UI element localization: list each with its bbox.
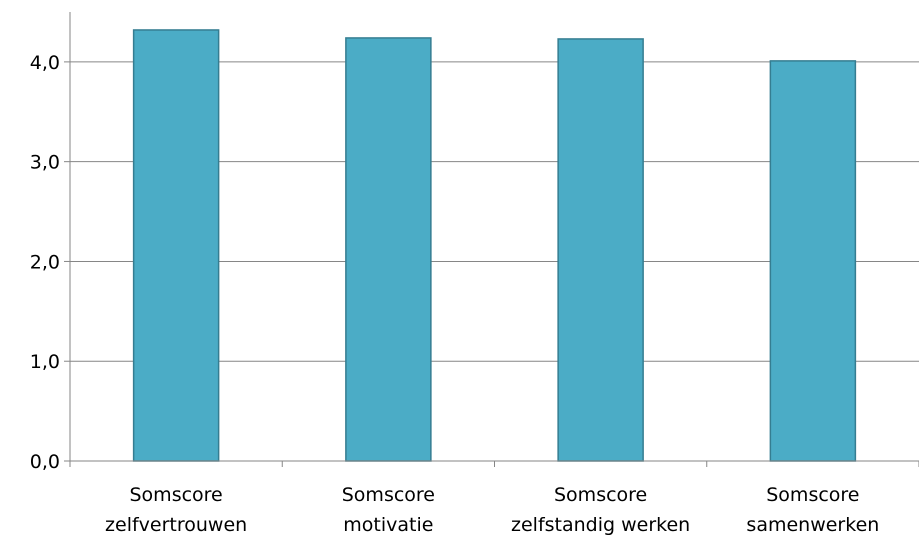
y-tick-labels: 0,0 1,0 2,0 3,0 4,0 [30,52,60,473]
axes [64,12,919,467]
x-category-label: Somscore zelfstandig werken [511,484,690,536]
x-category-label: Somscore zelfvertrouwen [105,484,247,536]
x-category-label: Somscore samenwerken [746,484,879,536]
bars [132,29,857,462]
y-tick-label: 1,0 [30,351,60,373]
bar [132,29,220,462]
bar [345,37,432,462]
y-tick-label: 4,0 [30,52,60,74]
x-category-labels: Somscore zelfvertrouwen Somscore motivatie S… [105,484,879,536]
x-category-label: Somscore motivatie [342,484,435,536]
bar [769,60,857,462]
bar [557,38,644,462]
y-tick-label: 3,0 [30,152,60,174]
y-tick-label: 0,0 [30,451,60,473]
y-tick-label: 2,0 [30,251,60,273]
